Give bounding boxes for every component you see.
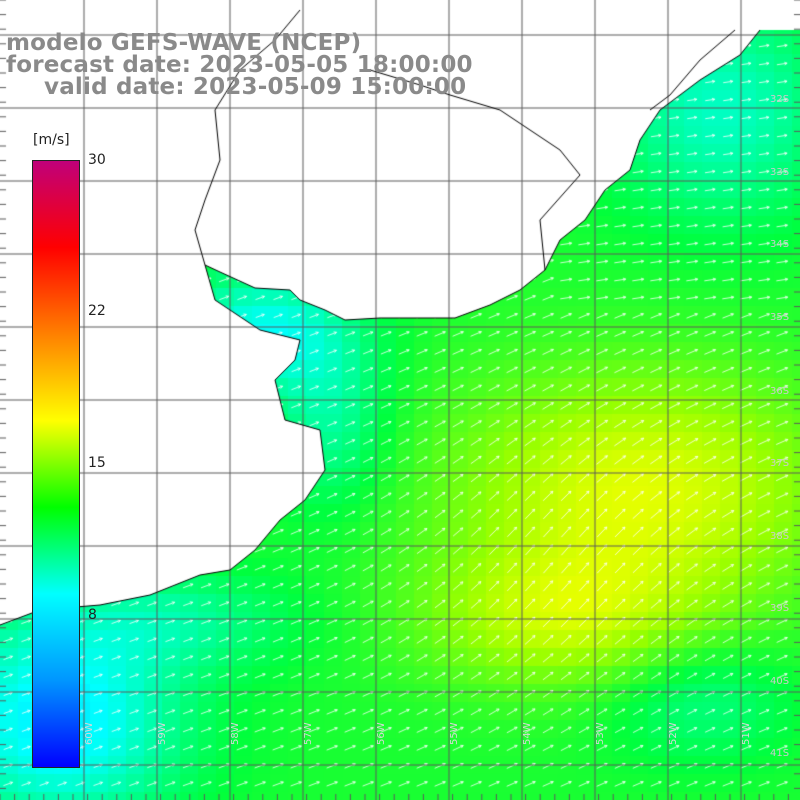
- lat-label-37s: 37S: [770, 458, 790, 469]
- lat-label-39s: 39S: [770, 603, 790, 614]
- lat-label-35s: 35S: [770, 312, 790, 323]
- lon-label-57w: 57W: [303, 722, 314, 745]
- colorbar-tick-8: 8: [88, 607, 97, 623]
- lat-label-32s: 32S: [770, 94, 790, 105]
- lat-label-33s: 33S: [770, 167, 790, 178]
- lon-label-56w: 56W: [376, 722, 387, 745]
- model-title: modelo GEFS-WAVE (NCEP): [6, 30, 362, 56]
- colorbar-tick-22: 22: [88, 303, 106, 319]
- colorbar: [32, 160, 80, 768]
- lon-label-53w: 53W: [595, 722, 606, 745]
- lat-label-34s: 34S: [770, 239, 790, 250]
- lat-label-41s: 41S: [770, 748, 790, 759]
- lat-label-36s: 36S: [770, 386, 790, 397]
- lat-label-40s: 40S: [770, 676, 790, 687]
- lon-label-55w: 55W: [449, 722, 460, 745]
- lon-label-59w: 59W: [157, 722, 168, 745]
- lon-label-54w: 54W: [522, 722, 533, 745]
- colorbar-unit: [m/s]: [33, 132, 70, 148]
- lon-label-60w: 60W: [84, 722, 95, 745]
- lat-label-38s: 38S: [770, 531, 790, 542]
- lon-label-58w: 58W: [230, 722, 241, 745]
- lon-label-52w: 52W: [668, 722, 679, 745]
- forecast-date: forecast date: 2023-05-05 18:00:00: [6, 52, 473, 78]
- lon-label-51w: 51W: [741, 722, 752, 745]
- colorbar-tick-15: 15: [88, 455, 106, 471]
- colorbar-tick-30: 30: [88, 152, 106, 168]
- valid-date: valid date: 2023-05-09 15:00:00: [44, 74, 467, 100]
